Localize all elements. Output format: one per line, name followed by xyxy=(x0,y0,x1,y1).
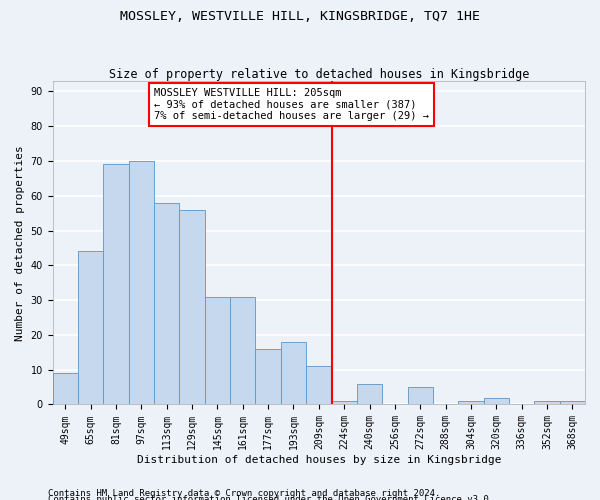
Bar xyxy=(205,296,230,405)
Bar xyxy=(357,384,382,404)
Bar xyxy=(332,401,357,404)
Bar xyxy=(484,398,509,404)
X-axis label: Distribution of detached houses by size in Kingsbridge: Distribution of detached houses by size … xyxy=(137,455,501,465)
Bar xyxy=(407,387,433,404)
Bar xyxy=(78,252,103,404)
Bar xyxy=(179,210,205,404)
Bar xyxy=(256,349,281,405)
Text: MOSSLEY, WESTVILLE HILL, KINGSBRIDGE, TQ7 1HE: MOSSLEY, WESTVILLE HILL, KINGSBRIDGE, TQ… xyxy=(120,10,480,23)
Title: Size of property relative to detached houses in Kingsbridge: Size of property relative to detached ho… xyxy=(109,68,529,81)
Bar xyxy=(458,401,484,404)
Bar xyxy=(53,373,78,404)
Bar xyxy=(103,164,129,404)
Y-axis label: Number of detached properties: Number of detached properties xyxy=(15,145,25,340)
Text: MOSSLEY WESTVILLE HILL: 205sqm
← 93% of detached houses are smaller (387)
7% of : MOSSLEY WESTVILLE HILL: 205sqm ← 93% of … xyxy=(154,88,429,121)
Bar xyxy=(306,366,332,405)
Text: Contains HM Land Registry data © Crown copyright and database right 2024.: Contains HM Land Registry data © Crown c… xyxy=(48,488,440,498)
Bar xyxy=(281,342,306,404)
Bar xyxy=(154,202,179,404)
Bar xyxy=(129,161,154,404)
Text: Contains public sector information licensed under the Open Government Licence v3: Contains public sector information licen… xyxy=(48,495,494,500)
Bar xyxy=(535,401,560,404)
Bar xyxy=(230,296,256,405)
Bar xyxy=(560,401,585,404)
